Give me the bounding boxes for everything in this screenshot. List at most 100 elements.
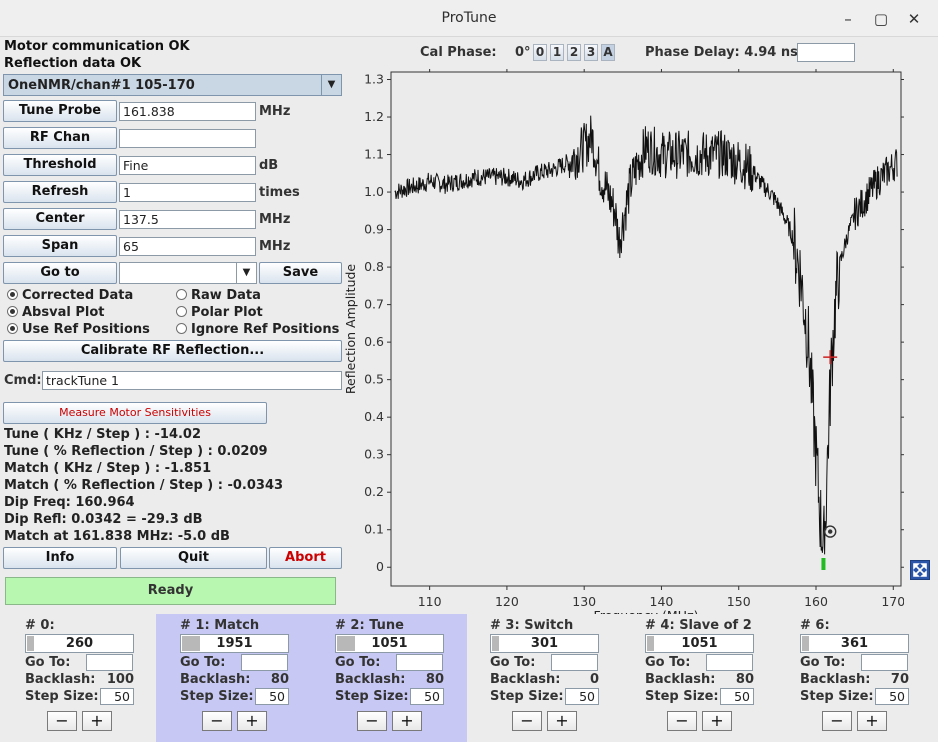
motor-position-field[interactable]: 361	[800, 634, 909, 653]
motor-backlash-label: Backlash:	[335, 672, 406, 687]
corrected-data-radio[interactable]: Corrected Data	[7, 288, 133, 303]
x-tick-label: 120	[495, 594, 519, 609]
motor-position-field[interactable]: 1051	[335, 634, 444, 653]
motor-slider-handle[interactable]	[492, 636, 499, 651]
motor-stepsize-label: Step Size:	[25, 689, 99, 704]
cal-phase-3-button[interactable]: 3	[584, 44, 598, 61]
cmd-field[interactable]: trackTune 1	[42, 371, 342, 390]
info-button[interactable]: Info	[3, 547, 117, 569]
motor-goto-field[interactable]	[86, 654, 133, 671]
center-unit: MHz	[259, 212, 291, 227]
match-at: Match at 161.838 MHz: -5.0 dB	[4, 529, 230, 544]
y-tick-label: 0.2	[364, 484, 384, 499]
motor-status: Motor communication OK	[4, 39, 190, 54]
motor-position-field[interactable]: 260	[25, 634, 134, 653]
motor-plus-button[interactable]: +	[547, 711, 577, 731]
reflection-plot-svg[interactable]: 0 0.1 0.2 0.3 0.4 0.5 0.6 0.7 0.8 0.9 1.0 1.1 1.2 1.3…	[343, 66, 905, 623]
probe-select[interactable]: OneNMR/chan#1 105-170 ▼	[3, 74, 342, 96]
motor-goto-field[interactable]	[706, 654, 753, 671]
motor-goto-label: Go To:	[490, 655, 536, 670]
refresh-button[interactable]: Refresh	[3, 181, 117, 203]
maximize-button[interactable]: ▢	[873, 10, 889, 28]
motor-plus-button[interactable]: +	[702, 711, 732, 731]
motor-minus-button[interactable]: −	[202, 711, 232, 731]
motor-minus-button[interactable]: −	[47, 711, 77, 731]
motor-stepsize-field[interactable]: 50	[565, 688, 599, 705]
motor-plus-button[interactable]: +	[82, 711, 112, 731]
motor-slider-handle[interactable]	[27, 636, 34, 651]
window-title: ProTune	[441, 10, 497, 26]
motor-stepsize-field[interactable]: 50	[100, 688, 134, 705]
absval-plot-radio[interactable]: Absval Plot	[7, 305, 104, 320]
motor-goto-field[interactable]	[396, 654, 443, 671]
motor-goto-field[interactable]	[241, 654, 288, 671]
threshold-field[interactable]: Fine	[119, 156, 256, 175]
motor-position-field[interactable]: 1951	[180, 634, 289, 653]
motor-minus-button[interactable]: −	[357, 711, 387, 731]
motor-title: # 6:	[800, 618, 830, 633]
goto-button[interactable]: Go to	[3, 262, 117, 284]
motor-title: # 3: Switch	[490, 618, 574, 633]
motor-plus-button[interactable]: +	[392, 711, 422, 731]
cal-phase-2-button[interactable]: 2	[567, 44, 581, 61]
close-button[interactable]: ✕	[907, 10, 921, 28]
motor-position-field[interactable]: 301	[490, 634, 599, 653]
motor-stepsize-field[interactable]: 50	[720, 688, 754, 705]
motor-backlash-label: Backlash:	[25, 672, 96, 687]
motor-slider-handle[interactable]	[647, 636, 654, 651]
motor-position-field[interactable]: 1051	[645, 634, 754, 653]
motor-slider-handle[interactable]	[337, 636, 355, 651]
corrected-data-label: Corrected Data	[22, 288, 134, 303]
quit-button[interactable]: Quit	[120, 547, 267, 569]
cal-phase-0-button[interactable]: 0	[533, 44, 547, 61]
goto-combo[interactable]: ▼	[119, 262, 257, 284]
rf-chan-button[interactable]: RF Chan	[3, 127, 117, 149]
phase-delay-label: Phase Delay: 4.94 ns	[645, 45, 798, 60]
polar-plot-radio[interactable]: Polar Plot	[176, 305, 263, 320]
motor-backlash-value: 0	[589, 672, 599, 687]
motor-title: # 2: Tune	[335, 618, 404, 633]
use-ref-positions-radio[interactable]: Use Ref Positions	[7, 322, 150, 337]
motor-stepsize-label: Step Size:	[800, 689, 874, 704]
match-khz-step: Match ( KHz / Step ) : -1.851	[4, 461, 212, 476]
span-field[interactable]: 65	[119, 237, 256, 256]
raw-data-radio[interactable]: Raw Data	[176, 288, 261, 303]
calibrate-rf-button[interactable]: Calibrate RF Reflection...	[3, 340, 342, 362]
motor-plus-button[interactable]: +	[237, 711, 267, 731]
reflection-plot[interactable]: 0 0.1 0.2 0.3 0.4 0.5 0.6 0.7 0.8 0.9 1.0 1.1 1.2 1.3…	[343, 66, 905, 623]
motor-stepsize-field[interactable]: 50	[255, 688, 289, 705]
zoom-fit-icon[interactable]	[910, 560, 930, 580]
motor-position-value: 361	[840, 636, 869, 651]
motor-stepsize-field[interactable]: 50	[875, 688, 909, 705]
rf-chan-field[interactable]	[119, 129, 256, 148]
motor-goto-field[interactable]	[551, 654, 598, 671]
motor-backlash-value: 80	[425, 672, 444, 687]
motor-plus-button[interactable]: +	[857, 711, 887, 731]
ignore-ref-positions-radio[interactable]: Ignore Ref Positions	[176, 322, 339, 337]
motor-goto-field[interactable]	[861, 654, 908, 671]
center-button[interactable]: Center	[3, 208, 117, 230]
center-field[interactable]: 137.5	[119, 210, 256, 229]
chevron-down-icon[interactable]: ▼	[236, 263, 256, 283]
motor-stepsize-field[interactable]: 50	[410, 688, 444, 705]
tune-probe-button[interactable]: Tune Probe	[3, 100, 117, 122]
measure-motor-sensitivities-button[interactable]: Measure Motor Sensitivities	[3, 402, 267, 424]
phase-delay-field[interactable]	[797, 43, 855, 62]
tune-probe-field[interactable]: 161.838	[119, 102, 256, 121]
chevron-down-icon[interactable]: ▼	[321, 75, 341, 95]
motor-minus-button[interactable]: −	[512, 711, 542, 731]
cal-phase-1-button[interactable]: 1	[550, 44, 564, 61]
cal-phase-a-button[interactable]: A	[601, 44, 615, 61]
threshold-button[interactable]: Threshold	[3, 154, 117, 176]
abort-button[interactable]: Abort	[269, 547, 342, 569]
motor-minus-button[interactable]: −	[667, 711, 697, 731]
radio-selected-icon	[7, 289, 18, 300]
minimize-button[interactable]: –	[844, 10, 852, 28]
motor-slider-handle[interactable]	[802, 636, 809, 651]
span-button[interactable]: Span	[3, 235, 117, 257]
motor-minus-button[interactable]: −	[822, 711, 852, 731]
motor-goto-label: Go To:	[800, 655, 846, 670]
save-button[interactable]: Save	[259, 262, 342, 284]
refresh-field[interactable]: 1	[119, 183, 256, 202]
motor-slider-handle[interactable]	[182, 636, 200, 651]
